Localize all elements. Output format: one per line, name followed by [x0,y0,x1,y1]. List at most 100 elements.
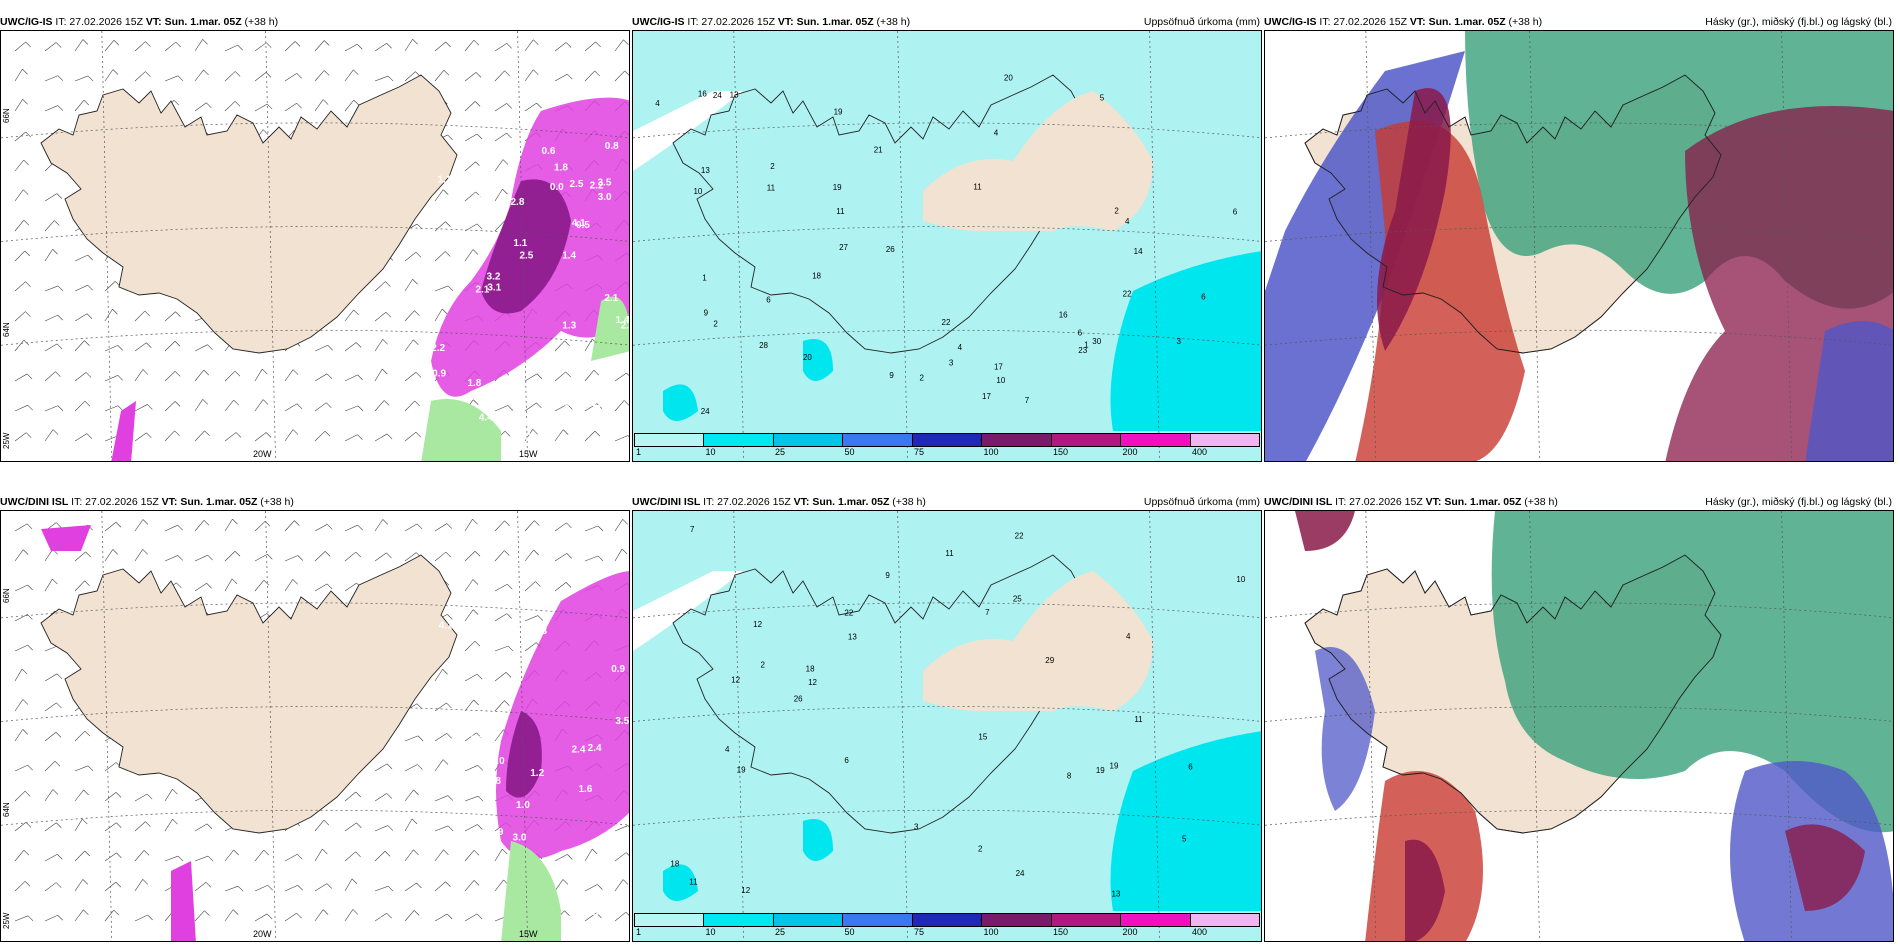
precip-value: 2 [770,162,775,171]
wind-barb [224,849,234,862]
wind-barb-flag [504,700,510,706]
gust-value-labels: 1.0 2.9 2.3 1.6 2.6 2.0 3.0 1.8 1.9 2.4 2.4 4.3 4.1 1… [439,620,629,917]
wind-barb [44,732,57,742]
wind-barb-flag [625,911,629,916]
wind-barb [44,405,59,412]
wind-barb [554,522,567,532]
wind-barb [434,308,443,322]
cloud-layers [1295,511,1893,941]
wind-barb-flag [474,640,481,647]
wind-barb [284,102,297,112]
wind-barb-flag [357,434,363,440]
wind-barb [434,189,444,202]
wind-barb [314,883,328,892]
scale-swatch [1051,434,1122,446]
wind-barb [44,789,54,802]
wind-barb-flag [204,430,210,437]
wind-barb-flag [57,405,64,411]
wind-barb-flag [263,579,270,586]
wind-barb [404,71,416,82]
wind-barb-flag [55,522,62,528]
wind-barb-flag [504,70,510,77]
meridian-line [897,31,908,461]
precip-value: 12 [753,620,762,629]
lat-label-25w: 25W [2,432,11,449]
precip-value: 5 [1100,94,1105,103]
wind-barb [254,399,264,412]
wind-barb-flag [27,404,33,411]
gust-value: 1.0 [491,756,505,767]
wind-barb-flag [562,429,569,435]
wind-barb-flag [353,69,359,76]
wind-barb-flag [265,72,272,78]
wind-barb [494,43,507,52]
panel-top-precip: UWC/IG-IS IT: 27.02.2026 15Z VT: Sun. 1.… [632,14,1262,462]
gust-value: 1.1 [579,389,593,400]
wind-barb-flag [536,102,542,109]
wind-barb-flag [382,368,388,375]
map-title: Hásky (gr.), miðský (fj.bl.) og lágský (… [1705,496,1892,508]
wind-barb-flag [52,429,59,435]
wind-barb-flag [447,134,453,141]
wind-barb [194,582,207,592]
wind-barb-flag [386,433,393,440]
valid-time: VT: Sun. 1.mar. 05Z [161,496,258,508]
wind-barb-flag [446,702,452,709]
wind-barb [584,403,598,412]
wind-barb [494,848,503,862]
precip-value: 6 [1188,762,1193,771]
wind-barb-flag [504,550,510,556]
precip-value: 19 [833,183,842,192]
gust-value: 1.6 [440,212,454,223]
gust-value: 4.3 [533,626,547,637]
wind-barb-flag [26,523,33,530]
map-canvas: 1.61.81.41.62.23.21.33.13.52.21.43.34.11… [1,31,629,461]
wind-barb [254,521,266,532]
scale-bar [634,433,1260,447]
wind-barb-flag [147,914,153,921]
wind-barb [14,281,26,292]
precip-value: 11 [689,878,698,887]
scale-swatch [1190,434,1259,446]
wind-barb-flag [143,850,150,856]
wind-barb-flag [54,220,60,226]
precip-value: 22 [1015,532,1024,541]
wind-barb-flag [625,852,629,856]
wind-barb-flag [267,554,273,560]
scale-tick-label: 150 [1053,447,1069,457]
wind-barb [434,913,448,922]
meridian-line [1365,31,1377,461]
wind-barb [194,554,208,562]
gust-value: 2.4 [572,744,586,755]
wind-barb [14,549,24,562]
wind-barb [14,822,27,832]
wind-barb-flag [175,41,181,48]
precip-value: 12 [808,678,817,687]
wind-barb-flag [262,368,268,375]
scale-swatch [982,434,1052,446]
wind-barb-flag [173,99,180,106]
gust-value: 0.6 [542,146,556,157]
cloud-layers [1265,31,1893,461]
wind-barb-flag [232,518,238,525]
precip-value: 26 [794,694,803,703]
wind-barb-flag [22,99,28,105]
wind-barb [224,578,233,592]
gust-value: 0.5 [576,220,590,231]
scale-swatch [912,434,983,446]
wind-barb [374,339,383,352]
wind-barb-flag [413,789,419,796]
precip-value: 3 [1177,337,1182,346]
wind-barb [434,733,447,742]
wind-barb [464,101,476,112]
lat-label-64n: 64N [2,322,11,337]
wind-barb [494,700,505,712]
wind-barb [374,75,389,82]
wind-barb [374,400,385,412]
wind-barb-flag [416,523,423,530]
wind-barb [434,702,447,712]
wind-barb [464,795,479,802]
meridian-line [517,511,528,941]
wind-barb [284,41,296,52]
wind-barb-flag [142,369,149,375]
